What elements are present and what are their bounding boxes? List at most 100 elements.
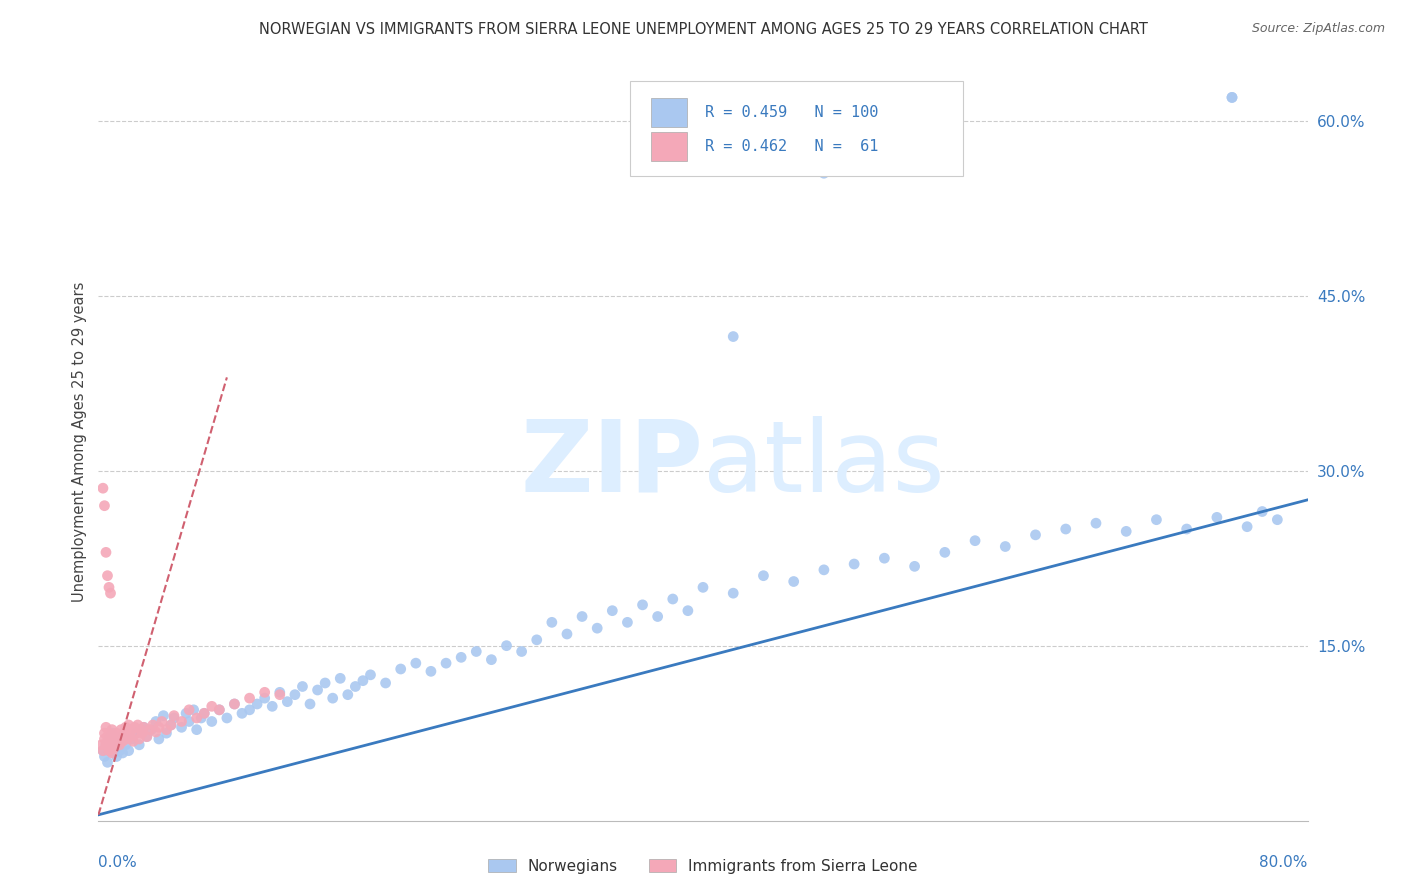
Point bbox=[246, 697, 269, 711]
Point bbox=[96, 568, 118, 582]
Point bbox=[103, 741, 125, 756]
Point bbox=[108, 744, 131, 758]
Point bbox=[616, 615, 638, 630]
Point bbox=[405, 656, 427, 670]
Point bbox=[224, 697, 246, 711]
Point bbox=[253, 685, 276, 699]
Text: atlas: atlas bbox=[703, 416, 945, 513]
Point bbox=[555, 627, 578, 641]
Point bbox=[291, 680, 314, 694]
Point bbox=[465, 644, 488, 658]
Point bbox=[344, 680, 367, 694]
Point bbox=[100, 744, 122, 758]
Point bbox=[1115, 524, 1137, 539]
Point bbox=[813, 166, 835, 180]
Point bbox=[450, 650, 472, 665]
Point bbox=[110, 723, 132, 737]
Point bbox=[145, 714, 167, 729]
Point bbox=[1220, 90, 1243, 104]
Text: 0.0%: 0.0% bbox=[98, 855, 138, 870]
Text: Source: ZipAtlas.com: Source: ZipAtlas.com bbox=[1251, 22, 1385, 36]
Point bbox=[965, 533, 987, 548]
Point bbox=[110, 731, 132, 746]
Point bbox=[420, 665, 443, 679]
Point bbox=[91, 744, 114, 758]
Point bbox=[276, 695, 298, 709]
Point bbox=[104, 741, 127, 756]
Point bbox=[183, 703, 205, 717]
Point bbox=[128, 731, 150, 746]
Point bbox=[170, 720, 193, 734]
Point bbox=[752, 568, 775, 582]
Point bbox=[676, 604, 699, 618]
Point bbox=[103, 746, 125, 760]
Point bbox=[336, 688, 359, 702]
Point bbox=[813, 563, 835, 577]
Point bbox=[163, 708, 186, 723]
Point bbox=[101, 726, 124, 740]
Point bbox=[111, 734, 134, 748]
Point bbox=[101, 746, 124, 760]
Point bbox=[139, 723, 162, 737]
Point bbox=[389, 662, 412, 676]
Point bbox=[262, 699, 284, 714]
Point bbox=[100, 586, 122, 600]
Point bbox=[90, 738, 112, 752]
Point bbox=[186, 711, 208, 725]
Point bbox=[148, 720, 170, 734]
Text: ZIP: ZIP bbox=[520, 416, 703, 513]
Point bbox=[114, 738, 136, 752]
Point bbox=[93, 499, 115, 513]
Point bbox=[111, 746, 134, 760]
Point bbox=[253, 691, 276, 706]
Point bbox=[269, 688, 291, 702]
Point bbox=[844, 557, 866, 571]
Point bbox=[1024, 528, 1046, 542]
Point bbox=[215, 711, 238, 725]
Point bbox=[129, 723, 152, 737]
Point bbox=[128, 738, 150, 752]
Point bbox=[193, 706, 215, 721]
Point bbox=[193, 706, 215, 721]
Point bbox=[873, 551, 896, 566]
Point bbox=[190, 711, 212, 725]
Point bbox=[112, 726, 135, 740]
Point bbox=[352, 673, 374, 688]
Point bbox=[783, 574, 806, 589]
Point bbox=[150, 714, 173, 729]
Point bbox=[1236, 519, 1258, 533]
Point bbox=[142, 718, 165, 732]
Point bbox=[208, 703, 231, 717]
Point bbox=[114, 730, 136, 744]
Point bbox=[103, 734, 125, 748]
Point bbox=[148, 731, 170, 746]
Point bbox=[96, 730, 118, 744]
Point bbox=[160, 718, 183, 732]
Point bbox=[160, 718, 183, 732]
Point bbox=[118, 744, 141, 758]
Point bbox=[186, 723, 208, 737]
Text: 80.0%: 80.0% bbox=[1260, 855, 1308, 870]
Point bbox=[96, 734, 118, 748]
Point bbox=[284, 688, 307, 702]
Point bbox=[125, 726, 148, 740]
Point bbox=[107, 734, 129, 748]
Point bbox=[322, 691, 344, 706]
Point bbox=[1175, 522, 1198, 536]
Point bbox=[179, 703, 201, 717]
Point bbox=[114, 720, 136, 734]
Point bbox=[224, 697, 246, 711]
Point bbox=[239, 691, 262, 706]
Point bbox=[120, 730, 142, 744]
Point bbox=[101, 723, 124, 737]
Point bbox=[93, 749, 115, 764]
Point bbox=[132, 720, 155, 734]
Point bbox=[1085, 516, 1108, 531]
Point bbox=[155, 723, 177, 737]
Point bbox=[118, 718, 141, 732]
Point bbox=[434, 656, 457, 670]
Point bbox=[1220, 90, 1243, 104]
Point bbox=[107, 734, 129, 748]
Point bbox=[481, 653, 503, 667]
Point bbox=[135, 730, 157, 744]
